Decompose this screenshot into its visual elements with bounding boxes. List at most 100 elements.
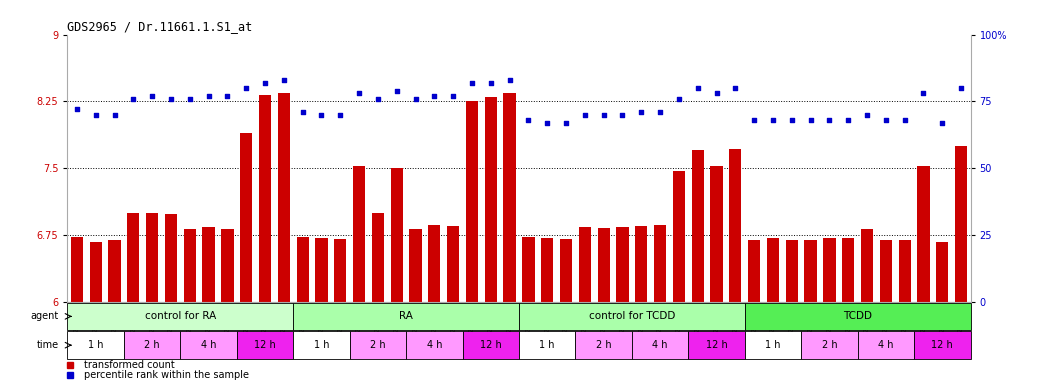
Point xyxy=(332,112,349,118)
Point xyxy=(219,93,236,99)
Bar xyxy=(390,168,403,302)
Point xyxy=(313,112,330,118)
Bar xyxy=(503,93,516,302)
Bar xyxy=(767,238,780,302)
Bar xyxy=(579,227,591,302)
Bar xyxy=(673,171,685,302)
Bar xyxy=(406,331,463,359)
Bar xyxy=(71,237,83,302)
Bar xyxy=(463,331,519,359)
Point xyxy=(708,90,725,96)
Point xyxy=(539,120,555,126)
Text: 12 h: 12 h xyxy=(706,340,728,350)
Text: 2 h: 2 h xyxy=(822,340,838,350)
Bar xyxy=(861,229,873,302)
Bar xyxy=(181,331,237,359)
Text: 1 h: 1 h xyxy=(313,340,329,350)
Point xyxy=(652,109,668,115)
Bar xyxy=(258,95,271,302)
Text: 12 h: 12 h xyxy=(931,340,953,350)
Point xyxy=(934,120,951,126)
Bar xyxy=(745,303,971,330)
Bar xyxy=(278,93,290,302)
Text: 2 h: 2 h xyxy=(596,340,611,350)
Point xyxy=(407,96,424,102)
Bar xyxy=(409,229,421,302)
Bar xyxy=(165,214,177,302)
Bar xyxy=(519,331,575,359)
Bar xyxy=(519,303,745,330)
Point xyxy=(877,117,894,123)
Bar xyxy=(429,225,440,302)
Text: 1 h: 1 h xyxy=(88,340,104,350)
Point xyxy=(727,85,743,91)
Bar xyxy=(202,227,215,302)
Text: 4 h: 4 h xyxy=(200,340,216,350)
Bar xyxy=(786,240,798,302)
Point xyxy=(351,90,367,96)
Bar xyxy=(804,240,817,302)
Point xyxy=(200,93,217,99)
Point xyxy=(520,117,537,123)
Bar xyxy=(372,213,384,302)
Bar xyxy=(316,238,328,302)
Text: 4 h: 4 h xyxy=(878,340,894,350)
Bar xyxy=(857,331,914,359)
Bar xyxy=(485,97,497,302)
Point xyxy=(821,117,838,123)
Text: control for RA: control for RA xyxy=(144,311,216,321)
Bar xyxy=(522,237,535,302)
Bar xyxy=(691,151,704,302)
Bar xyxy=(297,237,308,302)
Bar xyxy=(936,242,949,302)
Point xyxy=(953,85,969,91)
Point xyxy=(689,85,706,91)
Point xyxy=(464,79,481,86)
Bar xyxy=(447,226,459,302)
Bar xyxy=(559,239,572,302)
Point xyxy=(576,112,593,118)
Point xyxy=(69,106,85,113)
Bar xyxy=(918,167,930,302)
Bar xyxy=(710,167,722,302)
Bar xyxy=(353,166,365,302)
Bar xyxy=(617,227,629,302)
Text: 12 h: 12 h xyxy=(480,340,501,350)
Point xyxy=(125,96,141,102)
Point xyxy=(840,117,856,123)
Bar xyxy=(745,331,801,359)
Point xyxy=(671,96,687,102)
Bar xyxy=(899,240,910,302)
Point xyxy=(163,96,180,102)
Text: 4 h: 4 h xyxy=(652,340,667,350)
Bar xyxy=(748,240,760,302)
Bar xyxy=(293,331,350,359)
Point xyxy=(916,90,932,96)
Text: 2 h: 2 h xyxy=(144,340,160,350)
Text: transformed count: transformed count xyxy=(84,360,174,370)
Text: control for TCDD: control for TCDD xyxy=(589,311,675,321)
Bar xyxy=(842,238,854,302)
Bar xyxy=(184,229,196,302)
Bar xyxy=(955,146,967,302)
Bar xyxy=(688,331,745,359)
Text: TCDD: TCDD xyxy=(843,311,872,321)
Point xyxy=(426,93,442,99)
Point xyxy=(802,117,819,123)
Point xyxy=(238,85,254,91)
Point xyxy=(858,112,875,118)
Point xyxy=(765,117,782,123)
Text: 1 h: 1 h xyxy=(765,340,781,350)
Point xyxy=(784,117,800,123)
Text: agent: agent xyxy=(30,311,58,321)
Point xyxy=(87,112,104,118)
Bar xyxy=(240,132,252,302)
Point xyxy=(144,93,161,99)
Point xyxy=(614,112,631,118)
Bar xyxy=(730,149,741,302)
Bar xyxy=(67,331,124,359)
Point xyxy=(897,117,913,123)
Bar xyxy=(293,303,519,330)
Point xyxy=(295,109,311,115)
Point xyxy=(557,120,574,126)
